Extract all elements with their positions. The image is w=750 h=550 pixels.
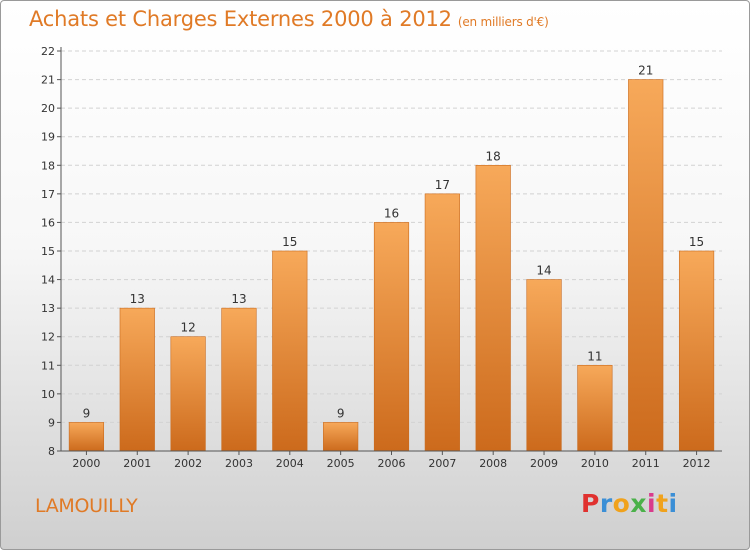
y-tick-label: 14 — [41, 274, 55, 287]
logo-letter: o — [612, 489, 631, 518]
bar — [272, 250, 308, 452]
logo-letter: x — [630, 489, 647, 518]
x-tick-label: 2000 — [72, 457, 100, 470]
logo-letter: P — [581, 489, 600, 518]
bar — [170, 336, 206, 452]
x-tick-label: 2005 — [327, 457, 355, 470]
data-label: 13 — [130, 292, 145, 306]
y-tick-label: 19 — [41, 131, 55, 144]
x-tick-label: 2003 — [225, 457, 253, 470]
chart-title: Achats et Charges Externes 2000 à 2012 (e… — [29, 7, 549, 31]
proxiti-logo: Proxiti — [581, 489, 678, 518]
y-tick-label: 18 — [41, 159, 55, 172]
bar — [119, 307, 155, 452]
y-tick-label: 8 — [48, 445, 55, 458]
bar — [424, 193, 460, 452]
data-label: 21 — [638, 64, 653, 78]
logo-letter: r — [599, 489, 613, 518]
y-tick-label: 20 — [41, 102, 55, 115]
bar — [577, 364, 613, 452]
bar — [373, 222, 410, 452]
y-tick-label: 15 — [41, 245, 55, 258]
y-tick-label: 9 — [48, 416, 55, 429]
x-tick-label: 2004 — [276, 457, 304, 470]
bar — [526, 279, 562, 452]
data-label: 12 — [180, 321, 195, 335]
x-tick-label: 2008 — [479, 457, 507, 470]
y-tick-label: 12 — [41, 331, 55, 344]
y-tick-label: 11 — [41, 359, 55, 372]
data-label: 15 — [282, 235, 297, 249]
x-tick-label: 2011 — [632, 457, 660, 470]
x-tick-label: 2007 — [428, 457, 456, 470]
bar — [323, 422, 359, 452]
bar — [628, 79, 664, 452]
bar — [221, 307, 257, 452]
x-tick-label: 2012 — [683, 457, 711, 470]
bar — [475, 164, 511, 452]
data-label: 16 — [384, 206, 399, 220]
y-tick-label: 10 — [41, 388, 55, 401]
data-label: 11 — [587, 349, 602, 363]
x-tick-label: 2001 — [123, 457, 151, 470]
bar — [68, 422, 105, 452]
y-tick-label: 21 — [41, 74, 55, 87]
x-tick-label: 2006 — [378, 457, 406, 470]
y-tick-label: 22 — [41, 45, 55, 58]
data-label: 14 — [536, 264, 551, 278]
y-tick-label: 17 — [41, 188, 55, 201]
bar — [678, 250, 715, 452]
logo-letter: i — [647, 489, 657, 518]
data-label: 18 — [486, 149, 501, 163]
x-tick-label: 2002 — [174, 457, 202, 470]
data-label: 13 — [231, 292, 246, 306]
logo-letter: t — [656, 489, 669, 518]
data-label: 17 — [435, 178, 450, 192]
logo-letter: i — [668, 489, 678, 518]
chart-subtitle: (en milliers d'€) — [457, 15, 549, 29]
data-label: 9 — [83, 406, 91, 420]
x-tick-label: 2010 — [581, 457, 609, 470]
title-text: Achats et Charges Externes 2000 à 2012 — [29, 7, 452, 31]
data-label: 15 — [689, 235, 704, 249]
y-tick-label: 13 — [41, 302, 55, 315]
commune-name: LAMOUILLY — [35, 495, 138, 517]
y-tick-label: 16 — [41, 216, 55, 229]
x-tick-label: 2009 — [530, 457, 558, 470]
data-label: 9 — [337, 406, 345, 420]
